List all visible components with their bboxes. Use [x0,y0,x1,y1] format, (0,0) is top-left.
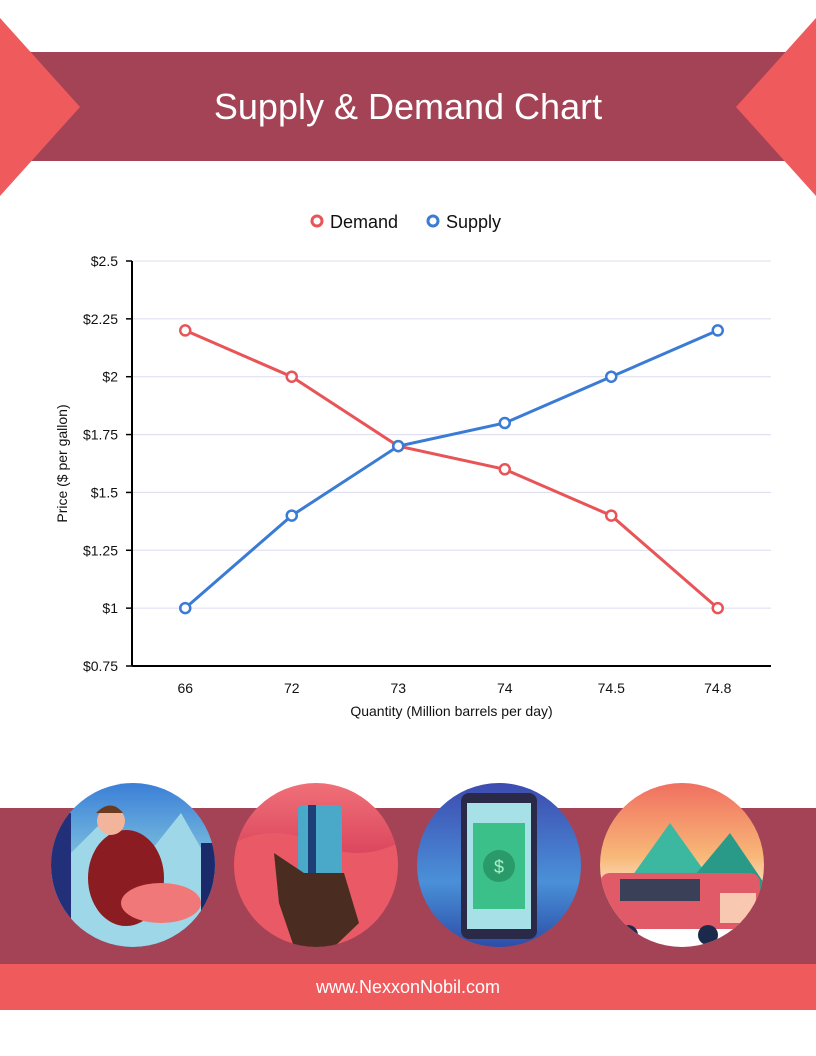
data-point-demand [179,324,192,337]
x-tick-label: 73 [390,680,406,696]
data-point-supply [179,601,192,615]
svg-text:$: $ [494,857,504,877]
x-tick-label: 74.5 [598,680,625,696]
y-axis-label: Price ($ per gallon) [54,404,70,522]
y-tick-label: $2.25 [83,311,118,327]
person-driving-illustration [51,783,215,947]
data-point-demand [285,370,298,383]
data-point-supply [605,370,618,383]
left-ribbon-triangle [0,18,80,196]
series-line-supply [184,329,719,610]
phone-money-illustration: $ [417,783,581,947]
data-point-demand [711,601,724,615]
line-chart: $0.75 $1 $1.25 $1.5 $1.75 $2 $2.25 $2.5 66 72 73 74… [54,212,771,719]
right-ribbon-triangle [736,18,816,196]
y-tick-label: $2 [102,369,118,385]
y-tick-label: $1.75 [83,427,118,443]
y-tick-label: $0.75 [83,658,118,674]
series-line-demand [184,329,719,610]
credit-card-hand-illustration [234,783,398,947]
legend-label-demand: Demand [330,212,398,232]
legend-marker-demand [310,214,324,228]
data-point-supply [392,439,405,453]
data-point-demand [498,463,511,476]
legend-marker-supply [426,214,440,228]
title-banner [30,52,786,161]
data-point-supply [285,509,298,522]
x-tick-label: 66 [177,680,193,696]
footer-url[interactable]: www.NexxonNobil.com [0,964,816,1010]
data-point-demand [605,509,618,522]
legend-label-supply: Supply [446,212,501,232]
family-car-illustration [600,783,764,947]
y-tick-label: $1 [102,600,118,616]
x-tick-label: 74 [497,680,513,696]
x-axis-label: Quantity (Million barrels per day) [350,703,552,719]
x-tick-label: 72 [284,680,300,696]
page-title: Supply & Demand Chart [213,86,603,127]
data-point-supply [711,324,724,337]
y-tick-label: $1.25 [83,542,118,558]
x-tick-label: 74.8 [704,680,731,696]
y-tick-label: $2.5 [91,253,118,269]
y-tick-label: $1.5 [91,484,118,500]
data-point-supply [498,416,511,430]
